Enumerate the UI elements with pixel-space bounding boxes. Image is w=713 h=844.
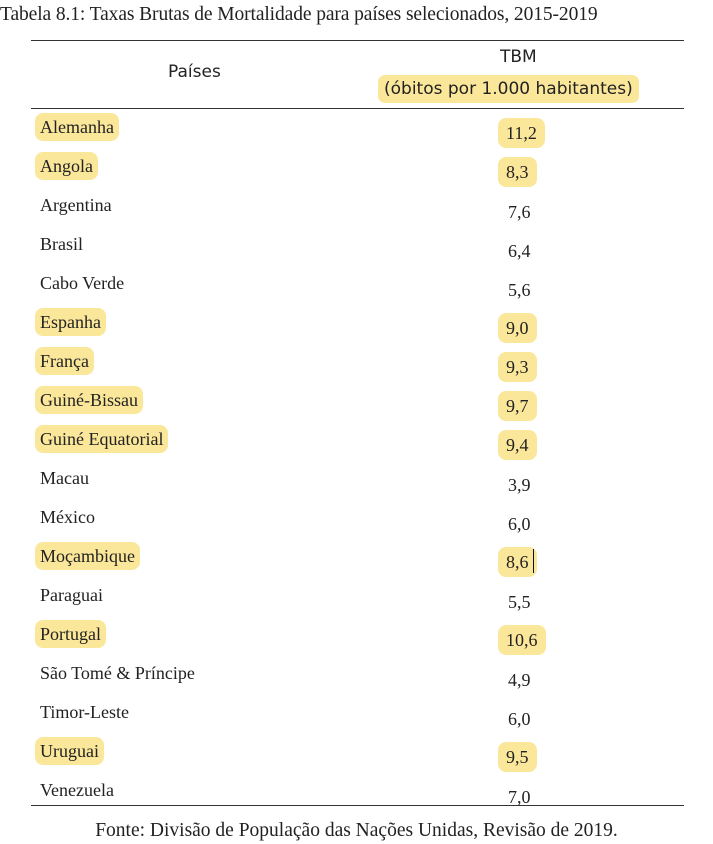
table-row: Argentina 7,6 xyxy=(0,192,713,231)
tbm-value: 10,6 xyxy=(498,625,546,655)
table-source-note: Fonte: Divisão de População das Nações U… xyxy=(95,820,618,841)
country-name: Guiné-Bissau xyxy=(35,386,143,414)
country-name: Macau xyxy=(40,468,89,488)
table-row: França 9,3 xyxy=(0,347,713,387)
tbm-value: 4,9 xyxy=(508,670,531,690)
table-row: Macau 3,9 xyxy=(0,465,713,504)
table-row: Alemanha 11,2 xyxy=(0,113,713,153)
table-caption: Tabela 8.1: Taxas Brutas de Mortalidade … xyxy=(0,4,598,25)
tbm-value: 9,3 xyxy=(498,352,537,382)
table-row: Uruguai 9,5 xyxy=(0,737,713,777)
tbm-value: 6,4 xyxy=(508,241,531,261)
tbm-value: 9,0 xyxy=(498,313,537,343)
country-name: Angola xyxy=(35,152,98,180)
country-name: Cabo Verde xyxy=(40,273,125,293)
table-row: São Tomé & Príncipe 4,9 xyxy=(0,660,713,699)
table-row: Timor-Leste 6,0 xyxy=(0,699,713,738)
table-row: Espanha 9,0 xyxy=(0,308,713,348)
country-name: França xyxy=(35,347,94,375)
table-row: Moçambique 8,6 xyxy=(0,542,713,582)
column-header-tbm: TBM xyxy=(500,47,537,67)
country-name: Uruguai xyxy=(35,737,104,765)
table-top-rule xyxy=(31,40,684,41)
country-name: Venezuela xyxy=(40,780,114,800)
country-name: Moçambique xyxy=(35,542,140,570)
table-bottom-rule xyxy=(31,805,684,806)
tbm-value: 8,6 xyxy=(498,547,537,577)
tbm-value: 5,6 xyxy=(508,280,531,300)
column-header-unit: (óbitos por 1.000 habitantes) xyxy=(378,75,639,103)
table-row: Brasil 6,4 xyxy=(0,231,713,270)
text-cursor xyxy=(533,549,534,573)
country-name: Brasil xyxy=(40,234,83,254)
country-name: Paraguai xyxy=(40,585,103,605)
tbm-value: 6,0 xyxy=(508,709,531,729)
table-row: Guiné-Bissau 9,7 xyxy=(0,386,713,426)
country-name: Portugal xyxy=(35,620,106,648)
country-name: Espanha xyxy=(35,308,106,336)
tbm-value: 6,0 xyxy=(508,514,531,534)
table-row: Cabo Verde 5,6 xyxy=(0,270,713,309)
country-name: São Tomé & Príncipe xyxy=(40,663,195,683)
country-name: México xyxy=(40,507,95,527)
tbm-value: 3,9 xyxy=(508,475,531,495)
tbm-value: 8,3 xyxy=(498,157,537,187)
table-row: Paraguai 5,5 xyxy=(0,582,713,621)
table-header-rule xyxy=(31,108,684,109)
country-name: Argentina xyxy=(40,195,112,215)
country-name: Guiné Equatorial xyxy=(35,425,169,453)
column-header-countries: Países xyxy=(168,62,221,82)
tbm-value: 5,5 xyxy=(508,592,531,612)
table-row: Guiné Equatorial 9,4 xyxy=(0,425,713,465)
tbm-value: 7,6 xyxy=(508,202,531,222)
table-row: Angola 8,3 xyxy=(0,152,713,192)
table-row: Portugal 10,6 xyxy=(0,620,713,660)
tbm-value: 9,7 xyxy=(498,391,537,421)
table-row: Venezuela 7,0 xyxy=(0,777,713,816)
tbm-value: 9,5 xyxy=(498,742,537,772)
tbm-value: 7,0 xyxy=(508,787,531,807)
country-name: Alemanha xyxy=(35,113,119,141)
country-name: Timor-Leste xyxy=(40,702,129,722)
tbm-value: 11,2 xyxy=(498,118,545,148)
table-row: México 6,0 xyxy=(0,504,713,543)
tbm-value: 9,4 xyxy=(498,430,537,460)
